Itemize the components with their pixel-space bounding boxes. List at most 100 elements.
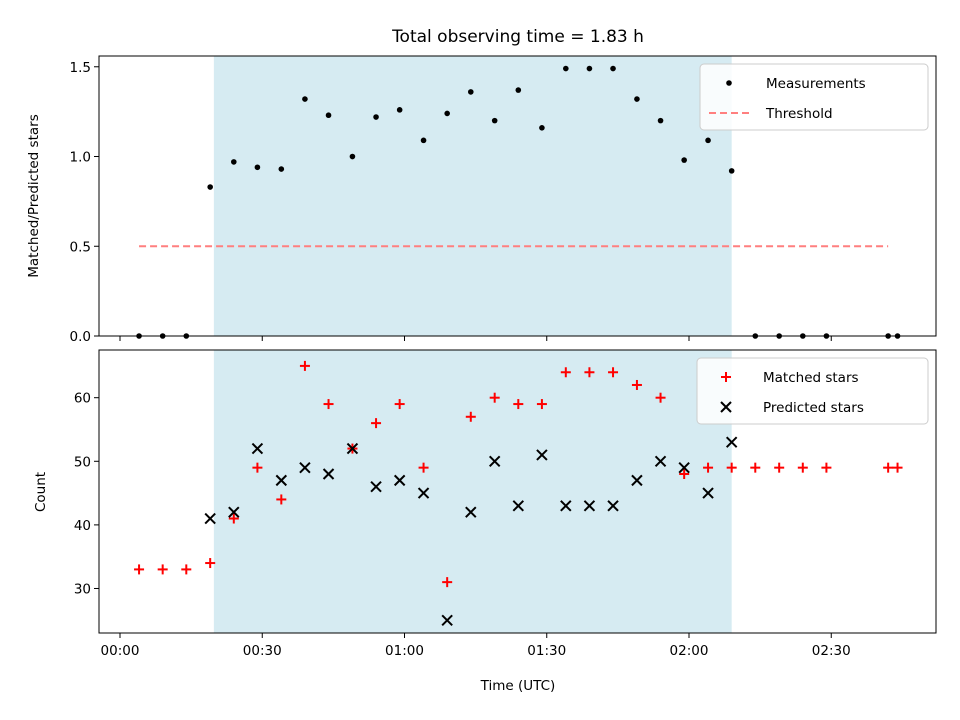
bottom-series-matched-stars [134, 360, 903, 588]
bottom-y-tick-label-50: 50 [74, 454, 91, 470]
chart-title: Total observing time = 1.83 h [391, 27, 644, 47]
predicted-star-point [417, 487, 430, 499]
top-y-tick-label-1-5: 1.5 [70, 60, 91, 76]
predicted-star-d2 [488, 455, 501, 467]
matched-star-point [465, 411, 476, 422]
matched-star-point [536, 399, 547, 410]
legend-label-predicted-stars: Predicted stars [763, 400, 864, 416]
top-y-axis-label: Matched/Predicted stars [26, 114, 42, 277]
predicted-star-d2 [702, 487, 714, 499]
predicted-star-point [393, 474, 406, 487]
x-axis-label: Time (UTC) [480, 678, 556, 694]
matched-star-point [418, 462, 429, 473]
predicted-star-point [441, 614, 453, 626]
measurement-point [254, 164, 261, 171]
measurement-point [278, 166, 285, 172]
measurement-point [515, 87, 522, 93]
matched-star-point [134, 564, 145, 575]
top-y-tick-label-1-0: 1.0 [70, 150, 91, 166]
measurement-point [349, 153, 356, 160]
legend-label-matched-stars: Matched stars [763, 370, 859, 386]
x-tick-label-02-30: 02:30 [812, 643, 851, 659]
bottom-legend-box [696, 357, 929, 425]
predicted-star-point [678, 461, 690, 474]
bottom-y-tick-label-30: 30 [74, 581, 91, 597]
predicted-star-point [228, 506, 240, 518]
legend-label-measurements: Measurements [766, 76, 866, 92]
predicted-star-d2 [560, 500, 572, 512]
x-tick-label-00-30: 00:30 [243, 643, 282, 659]
predicted-star-point [488, 455, 501, 467]
predicted-star-d2 [251, 442, 264, 455]
predicted-star-d2 [631, 474, 643, 487]
measurement-point [444, 110, 450, 117]
predicted-star-point [275, 474, 288, 487]
matched-star-point [252, 462, 263, 473]
top-legend-box [699, 63, 929, 131]
predicted-star-point [465, 506, 477, 518]
predicted-star-point [370, 481, 382, 493]
bottom-y-axis-label: Count [33, 472, 49, 512]
predicted-star-d2 [536, 449, 548, 461]
bottom-panel: 00:00 00:30 01:00 01:30 02:00 02:30 30 40 50 60 Ma… [74, 349, 937, 659]
bottom-axes-frame [98, 349, 937, 634]
predicted-star-d2 [654, 455, 667, 467]
measurement-point [539, 124, 545, 131]
top-y-tick-label-0-5: 0.5 [70, 239, 91, 255]
measurement-point [681, 157, 687, 163]
predicted-star-point [654, 455, 667, 467]
measurement-point [207, 184, 213, 190]
predicted-star-d2 [417, 487, 430, 499]
predicted-star-point [536, 449, 548, 461]
predicted-star-d2 [370, 481, 382, 493]
predicted-star-point [607, 500, 619, 512]
matched-star-point [883, 462, 894, 473]
top-observing-window [213, 56, 732, 336]
matched-star-point [181, 564, 192, 575]
predicted-star-d2 [204, 512, 216, 525]
measurement-point [563, 65, 569, 72]
matched-star-point [442, 577, 453, 588]
predicted-star-point [346, 442, 359, 455]
bottom-observing-window [213, 350, 732, 633]
predicted-star-point [702, 487, 714, 499]
matched-star-point [323, 399, 334, 410]
legend-x-icon-d2 [720, 401, 732, 413]
top-y-tick-label-0-0: 0.0 [70, 329, 91, 345]
measurement-point [705, 137, 711, 144]
matched-star-point [276, 494, 287, 505]
predicted-star-point [583, 500, 596, 512]
bottom-legend: Matched stars Predicted stars [696, 357, 929, 425]
predicted-star-d2 [512, 500, 525, 512]
measurement-point [586, 65, 593, 72]
matched-star-point [584, 367, 595, 378]
legend-dot-icon [726, 80, 732, 86]
x-tick-label-02-00: 02:00 [670, 643, 709, 659]
measurement-point [302, 96, 308, 102]
predicted-star-d2 [228, 506, 240, 518]
measurement-point [491, 117, 498, 124]
bottom-y-tick-label-40: 40 [74, 518, 91, 534]
matched-star-point [774, 462, 785, 473]
predicted-star-point [725, 436, 738, 448]
matched-star-point [655, 392, 666, 403]
matched-star-point [299, 360, 310, 371]
measurement-point [325, 112, 332, 119]
predicted-star-point [299, 461, 311, 474]
predicted-star-point [631, 474, 643, 487]
x-tick-label-01-00: 01:00 [385, 643, 424, 659]
matched-star-point [608, 367, 619, 378]
matched-star-point [489, 392, 500, 403]
matched-star-point [157, 564, 168, 575]
matched-star-point [750, 462, 761, 473]
measurement-point [420, 137, 427, 144]
matched-star-point [892, 462, 903, 473]
top-panel: 0.0 0.5 1.0 1.5 Measurements Threshold [70, 55, 937, 345]
predicted-star-point [322, 468, 335, 480]
matched-star-point [371, 418, 382, 429]
predicted-star-d2 [346, 442, 359, 455]
predicted-star-d2 [322, 468, 335, 480]
predicted-star-point [512, 500, 525, 512]
predicted-star-d2 [441, 614, 453, 626]
